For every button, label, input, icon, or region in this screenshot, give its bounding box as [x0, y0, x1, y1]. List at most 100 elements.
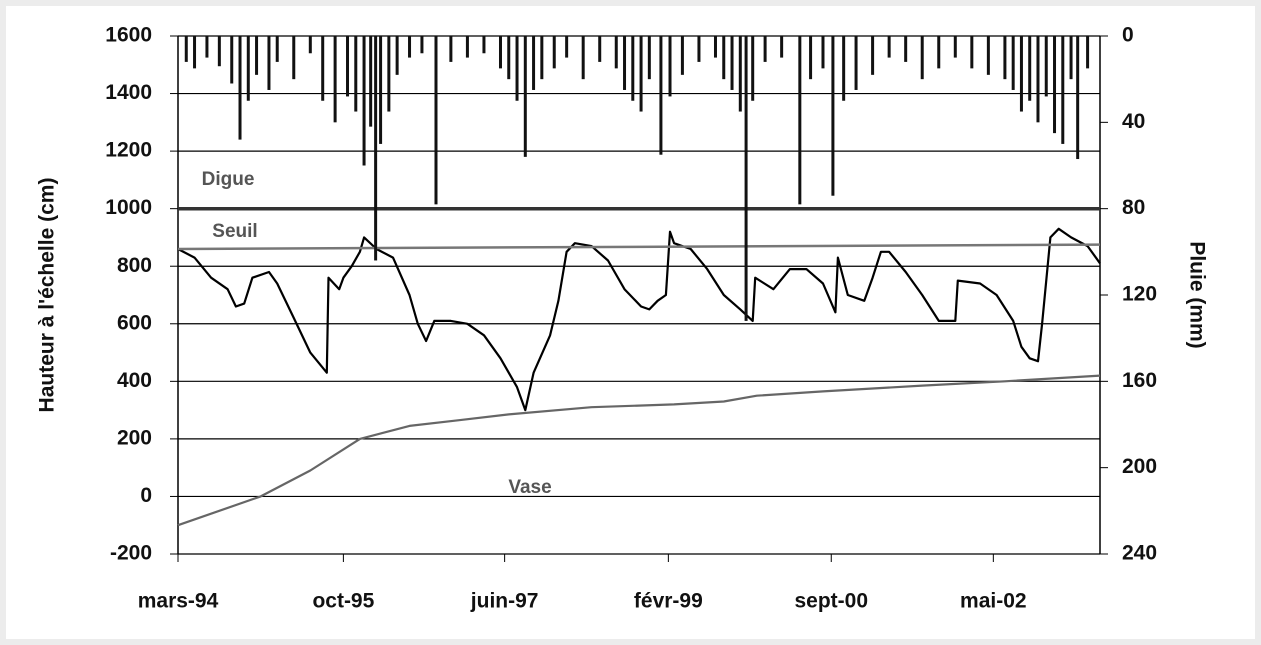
x-tick-label: févr-99: [634, 590, 703, 613]
line-label: Digue: [202, 169, 255, 190]
y2-tick-label: 0: [1122, 24, 1134, 47]
y-tick-label: 1600: [105, 24, 152, 47]
y-tick-label: 1000: [105, 196, 152, 219]
rain-bar: [1036, 36, 1040, 123]
rain-bar: [552, 36, 556, 69]
rain-bar: [449, 36, 453, 62]
rain-bar: [680, 36, 684, 75]
rain-bar: [639, 36, 643, 112]
x-tick-label: mars-94: [138, 590, 219, 613]
rain-bar: [986, 36, 990, 75]
rain-bar: [953, 36, 957, 58]
rain-bar: [205, 36, 209, 58]
rain-bar: [1061, 36, 1065, 144]
rain-bar: [1053, 36, 1057, 134]
rain-bar: [920, 36, 924, 80]
rain-bar: [346, 36, 350, 97]
rain-bar: [354, 36, 358, 112]
rain-bar: [763, 36, 767, 62]
rain-bar: [507, 36, 511, 80]
rain-bar: [744, 36, 748, 321]
rain-bar: [465, 36, 469, 58]
rain-bar: [379, 36, 383, 144]
rain-bar: [623, 36, 627, 90]
rain-bar: [631, 36, 635, 101]
x-tick-label: sept-00: [794, 590, 868, 613]
rain-bar: [238, 36, 242, 140]
rain-bar: [362, 36, 366, 166]
rain-bar: [1003, 36, 1007, 80]
rain-bar: [871, 36, 875, 75]
rain-bar: [184, 36, 188, 62]
rain-bar: [420, 36, 424, 54]
rain-bar: [540, 36, 544, 80]
y-tick-label: 200: [117, 426, 152, 449]
y2-tick-label: 120: [1122, 283, 1157, 306]
line: [177, 374, 1101, 527]
rain-bar: [374, 36, 378, 261]
rain-bar: [230, 36, 234, 84]
rain-bar: [647, 36, 651, 80]
y-tick-label: 0: [140, 484, 152, 507]
y-axis-title: Hauteur à l'échelle (cm): [36, 178, 59, 413]
rain-bar: [842, 36, 846, 101]
rain-bar: [408, 36, 412, 58]
rain-bar: [697, 36, 701, 62]
rain-bar: [713, 36, 717, 58]
line: [177, 243, 1101, 251]
rain-bar: [821, 36, 825, 69]
rain-bar: [780, 36, 784, 58]
rain-bar: [970, 36, 974, 69]
line-label: Seuil: [212, 221, 257, 242]
rain-bar: [498, 36, 502, 69]
x-tick-label: juin-97: [470, 590, 539, 613]
rain-bar: [614, 36, 618, 69]
rain-bar: [565, 36, 569, 58]
rain-bar: [523, 36, 527, 157]
rain-bar: [333, 36, 337, 123]
rain-bar: [395, 36, 399, 75]
rain-bar: [904, 36, 908, 62]
rain-bar: [267, 36, 271, 90]
rain-bar: [798, 36, 802, 205]
rain-bar: [887, 36, 891, 58]
rain-bar: [308, 36, 312, 54]
line-label: Vase: [508, 477, 551, 498]
y2-tick-label: 40: [1122, 110, 1145, 133]
y-tick-label: 400: [117, 369, 152, 392]
rain-bar: [193, 36, 197, 69]
rain-bar: [275, 36, 279, 62]
rain-bar: [1019, 36, 1023, 112]
rain-bar: [1011, 36, 1015, 90]
rain-bar: [321, 36, 325, 101]
x-tick-label: mai-02: [960, 590, 1027, 613]
rain-bar: [369, 36, 373, 127]
rain-bar: [598, 36, 602, 62]
rain-bar: [659, 36, 663, 155]
rain-bar: [1086, 36, 1090, 69]
rain-bar: [668, 36, 672, 97]
y2-tick-label: 80: [1122, 196, 1145, 219]
rain-bar: [217, 36, 221, 67]
rain-bar: [1069, 36, 1073, 80]
rain-bar: [831, 36, 835, 196]
y-tick-label: 600: [117, 311, 152, 334]
y-tick-label: -200: [110, 542, 152, 565]
rain-bar: [751, 36, 755, 101]
line: [177, 227, 1101, 412]
rain-bar: [722, 36, 726, 80]
x-tick-label: oct-95: [312, 590, 374, 613]
y-tick-label: 1400: [105, 81, 152, 104]
rain-bar: [581, 36, 585, 80]
rain-bar: [730, 36, 734, 90]
y-tick-label: 1200: [105, 139, 152, 162]
y-tick-label: 800: [117, 254, 152, 277]
rain-bar: [738, 36, 742, 112]
rain-bar: [255, 36, 259, 75]
rain-bar: [809, 36, 813, 80]
rain-bar: [1028, 36, 1032, 101]
rain-bar: [1076, 36, 1080, 160]
y2-axis-title: Pluie (mm): [1185, 241, 1208, 348]
y2-tick-label: 200: [1122, 455, 1157, 478]
